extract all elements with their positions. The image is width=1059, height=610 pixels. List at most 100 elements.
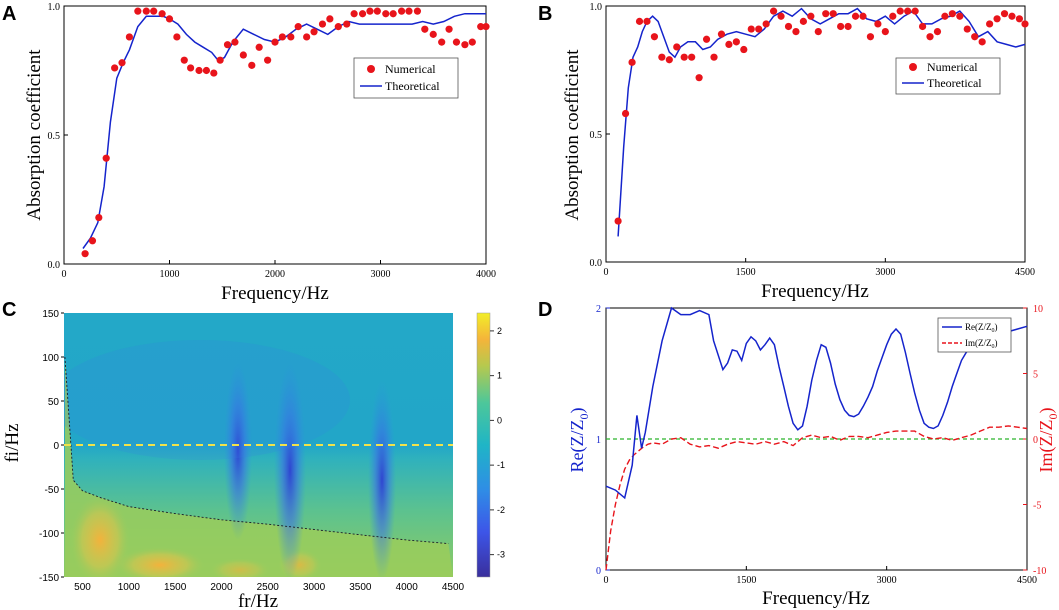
numerical-point: [445, 25, 453, 33]
numerical-point: [658, 53, 666, 61]
heatmap-blue-band: [64, 340, 350, 460]
x-tick-label: 0: [62, 269, 67, 280]
numerical-point: [1008, 12, 1016, 20]
numerical-point: [777, 12, 785, 20]
legend-d: Re(Z/Z0) Im(Z/Z0): [937, 317, 1012, 353]
x-tick-label: 4000: [476, 269, 496, 280]
legend-marker-numerical-a: [367, 65, 375, 73]
numerical-point: [398, 7, 406, 15]
numerical-point: [223, 41, 232, 49]
numerical-point: [695, 74, 703, 82]
numerical-point: [326, 15, 334, 23]
theoretical-curve: [82, 12, 486, 249]
x-tick-label: 4500: [442, 582, 465, 593]
panel-label-b: B: [538, 3, 552, 25]
y-tick-label: -100: [39, 529, 59, 540]
numerical-point: [264, 56, 272, 64]
heatmap-contour: [64, 356, 449, 545]
numerical-point: [195, 66, 203, 75]
y-tick-label: 0: [53, 441, 59, 452]
numerical-point: [95, 213, 103, 222]
theoretical-curve: [617, 7, 1026, 237]
colorbar-tick-label: -1: [497, 460, 505, 470]
x-tick-label: 2500: [257, 582, 280, 593]
colorbar-tick-label: 0: [497, 415, 502, 425]
colorbar-scale: [476, 312, 491, 578]
legend-marker-numerical-b: [909, 63, 917, 71]
legend-label-im-d: Im(Z/Z0): [965, 338, 998, 350]
numerical-point: [111, 64, 119, 72]
numerical-point: [461, 41, 469, 49]
y-tick-label: 0.0: [48, 260, 61, 271]
numerical-point: [477, 23, 485, 31]
legend-label-numerical-b: Numerical: [927, 60, 978, 74]
y-tick-label: 0.5: [590, 130, 603, 141]
numerical-point: [896, 7, 904, 15]
numerical-point: [81, 250, 89, 258]
numerical-point: [881, 28, 889, 36]
numerical-point: [621, 109, 630, 118]
legend-a: Numerical Theoretical: [353, 57, 459, 99]
numerical-point: [866, 33, 875, 41]
panel-label-c: C: [2, 299, 16, 321]
y-tick-label: -50: [45, 485, 60, 496]
numerical-point: [755, 25, 763, 33]
numerical-point: [358, 10, 367, 18]
x-tick-label: 3000: [303, 582, 326, 593]
re-impedance-curve: [605, 306, 1028, 500]
colorbar: 2 1 0 -1 -2 -3: [476, 312, 505, 578]
y-tick-label-right: -5: [1033, 501, 1041, 512]
y-tick-label: -150: [39, 573, 59, 584]
panel-label-a: A: [2, 3, 16, 25]
numerical-point: [829, 10, 837, 18]
y-tick-label: 1.0: [590, 2, 603, 13]
numerical-point: [941, 12, 949, 20]
x-axis-label-b: Frequency/Hz: [761, 281, 869, 302]
y-axis-label-b: Absorption coefficient: [562, 49, 583, 221]
y-axis-label-c: fi/Hz: [2, 423, 23, 462]
x-tick-label: 3000: [371, 269, 391, 280]
numerical-point: [851, 12, 860, 20]
numerical-point: [438, 38, 446, 46]
legend-box-a: [353, 57, 459, 99]
panel-c-heatmap: 500 1000 1500 2000 2500 3000 3500 4000 450015010…: [2, 309, 505, 610]
numerical-point: [904, 7, 912, 15]
y-tick-label: 0.0: [590, 258, 603, 269]
numerical-point: [1021, 20, 1029, 28]
numerical-point: [452, 38, 461, 46]
numerical-point: [874, 20, 882, 28]
x-axis-label-c: fr/Hz: [238, 591, 278, 610]
numerical-point: [784, 22, 793, 31]
numerical-point: [389, 10, 397, 18]
legend-label-theoretical-a: Theoretical: [385, 79, 440, 93]
numerical-point: [665, 56, 673, 64]
heatmap-minimum-1: [224, 360, 252, 540]
colorbar-tick-label: -2: [497, 505, 505, 515]
numerical-point: [747, 25, 755, 33]
numerical-point: [956, 12, 964, 20]
panel-label-d: D: [538, 299, 552, 321]
numerical-point: [859, 12, 867, 20]
numerical-point: [142, 7, 150, 15]
numerical-point: [948, 10, 956, 18]
numerical-point: [650, 33, 659, 41]
numerical-point: [405, 7, 413, 15]
numerical-point: [255, 43, 263, 51]
numerical-point: [239, 51, 247, 59]
numerical-point: [688, 53, 696, 61]
x-tick-label: 1500: [164, 582, 187, 593]
x-tick-label: 3500: [349, 582, 372, 593]
numerical-point: [725, 40, 733, 49]
numerical-point: [628, 58, 636, 66]
plot-frame-b: [605, 5, 1026, 263]
numerical-point: [373, 7, 381, 15]
numerical-point: [150, 7, 158, 15]
heatmap-minimum-2: [274, 360, 306, 577]
numerical-point: [837, 22, 845, 31]
heatmap-field: [64, 313, 453, 577]
numerical-point: [173, 33, 181, 41]
numerical-point: [814, 28, 822, 36]
x-axis-label-d: Frequency/Hz: [762, 588, 870, 609]
y-tick-label-right: 0: [1033, 435, 1038, 446]
